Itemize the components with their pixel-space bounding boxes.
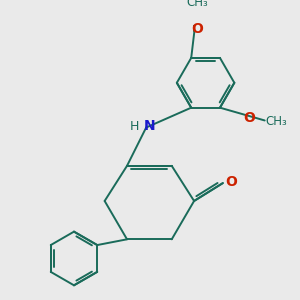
Text: O: O xyxy=(243,111,255,125)
Text: O: O xyxy=(191,22,203,36)
Text: CH₃: CH₃ xyxy=(265,115,287,128)
Text: CH₃: CH₃ xyxy=(186,0,208,9)
Text: N: N xyxy=(144,119,156,133)
Text: O: O xyxy=(225,175,237,189)
Text: H: H xyxy=(130,120,140,133)
